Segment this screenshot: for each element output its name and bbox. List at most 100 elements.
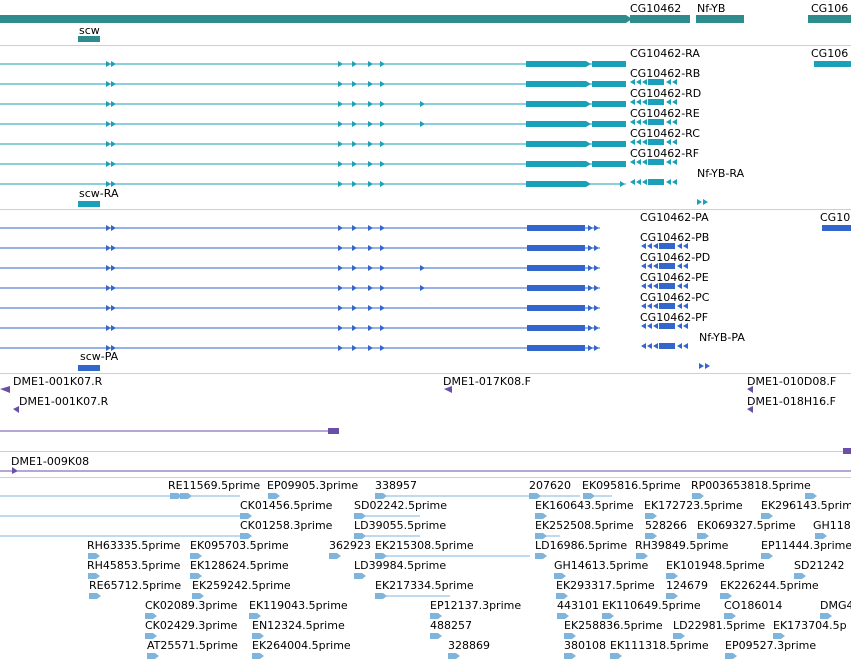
est-marker[interactable]	[692, 493, 704, 499]
est-marker[interactable]	[252, 633, 264, 639]
est-marker[interactable]	[805, 493, 817, 499]
est-marker[interactable]	[190, 553, 202, 559]
est-marker[interactable]	[535, 553, 547, 559]
est-marker[interactable]	[375, 553, 387, 559]
est-marker[interactable]	[564, 633, 576, 639]
est-marker[interactable]	[761, 513, 773, 519]
gene-bar-scw[interactable]	[78, 36, 100, 42]
est-marker[interactable]	[610, 653, 622, 659]
isoform-row[interactable]	[0, 225, 688, 249]
est-label: EK173704.5p	[773, 619, 847, 632]
transcript-label: CG10462-RC	[630, 127, 700, 140]
est-marker[interactable]	[329, 553, 341, 559]
exon-arrow	[338, 325, 343, 331]
est-marker[interactable]	[645, 513, 657, 519]
est-marker[interactable]	[666, 593, 678, 599]
est-marker[interactable]	[673, 633, 685, 639]
exon-arrow	[380, 245, 385, 251]
est-marker[interactable]	[268, 493, 280, 499]
est-marker[interactable]	[529, 493, 541, 499]
est-marker[interactable]	[820, 613, 832, 619]
isoform-row[interactable]	[0, 325, 688, 349]
est-marker[interactable]	[725, 653, 737, 659]
clone-marker[interactable]	[444, 386, 452, 393]
est-marker[interactable]	[430, 633, 442, 639]
est-marker[interactable]	[564, 653, 576, 659]
clone-marker[interactable]	[747, 386, 753, 393]
isoform-row[interactable]	[0, 101, 677, 125]
est-marker[interactable]	[794, 573, 806, 579]
gene-bar[interactable]	[0, 15, 626, 23]
est-marker[interactable]	[602, 613, 614, 619]
est-marker[interactable]	[192, 593, 204, 599]
est-marker[interactable]	[761, 553, 773, 559]
isoform-row[interactable]	[0, 61, 677, 85]
est-label: EK215308.5prime	[375, 539, 474, 552]
est-marker[interactable]	[88, 573, 100, 579]
est-marker[interactable]	[636, 553, 648, 559]
isoform-row[interactable]	[0, 345, 710, 371]
clone-marker[interactable]	[12, 467, 18, 474]
est-marker[interactable]	[448, 653, 460, 659]
est-marker[interactable]	[773, 633, 785, 639]
exon-arrow	[620, 121, 625, 127]
exon-block[interactable]	[822, 225, 851, 231]
isoform-row[interactable]	[0, 181, 708, 207]
isoform-row[interactable]	[0, 245, 688, 269]
exon-arrow	[588, 305, 593, 311]
est-marker[interactable]	[89, 593, 101, 599]
est-marker[interactable]	[240, 533, 252, 539]
clone-marker[interactable]	[13, 406, 19, 413]
est-marker[interactable]	[145, 613, 157, 619]
gene-bar-cg10462[interactable]	[630, 15, 690, 23]
est-marker[interactable]	[554, 573, 566, 579]
est-marker[interactable]	[583, 493, 595, 499]
exon-block[interactable]	[814, 61, 851, 67]
clone-block[interactable]	[328, 428, 339, 434]
clone-block[interactable]	[843, 448, 851, 454]
est-marker[interactable]	[190, 573, 202, 579]
exon-arrow	[380, 265, 385, 271]
est-marker[interactable]	[375, 593, 387, 599]
est-marker[interactable]	[815, 533, 827, 539]
est-marker[interactable]	[354, 513, 366, 519]
gene-bar-cg106[interactable]	[808, 15, 851, 23]
exon-arrow	[106, 305, 111, 311]
est-marker[interactable]	[535, 513, 547, 519]
est-marker[interactable]	[240, 513, 252, 519]
est-marker[interactable]	[145, 633, 157, 639]
est-marker[interactable]	[375, 493, 387, 499]
est-marker[interactable]	[720, 593, 732, 599]
clone-marker[interactable]	[0, 386, 10, 393]
est-marker[interactable]	[180, 493, 192, 499]
isoform-row[interactable]	[0, 121, 677, 145]
est-marker[interactable]	[170, 493, 182, 499]
est-marker[interactable]	[724, 613, 736, 619]
isoform-row[interactable]	[0, 285, 688, 309]
est-marker[interactable]	[557, 613, 569, 619]
est-marker[interactable]	[535, 533, 547, 539]
est-marker[interactable]	[354, 573, 366, 579]
isoform-row[interactable]	[0, 305, 688, 329]
clone-marker[interactable]	[747, 406, 753, 413]
transcript-label: CG10462-RB	[630, 67, 701, 80]
est-marker[interactable]	[88, 553, 100, 559]
isoform-row[interactable]	[0, 265, 688, 289]
gene-bar-nfyb[interactable]	[696, 15, 744, 23]
isoform-row[interactable]	[0, 141, 677, 165]
est-marker[interactable]	[697, 533, 709, 539]
exon-arrow	[420, 121, 425, 127]
est-marker[interactable]	[556, 593, 568, 599]
est-marker[interactable]	[354, 533, 366, 539]
exon-block	[592, 161, 626, 167]
est-marker[interactable]	[147, 653, 159, 659]
est-marker[interactable]	[645, 533, 657, 539]
est-marker[interactable]	[666, 573, 678, 579]
est-marker[interactable]	[252, 653, 264, 659]
exon-arrow	[641, 303, 646, 309]
est-marker[interactable]	[249, 613, 261, 619]
est-marker[interactable]	[430, 613, 442, 619]
est-label: GH14613.5prime	[554, 559, 649, 572]
isoform-row[interactable]	[0, 161, 677, 185]
isoform-row[interactable]	[0, 81, 677, 105]
